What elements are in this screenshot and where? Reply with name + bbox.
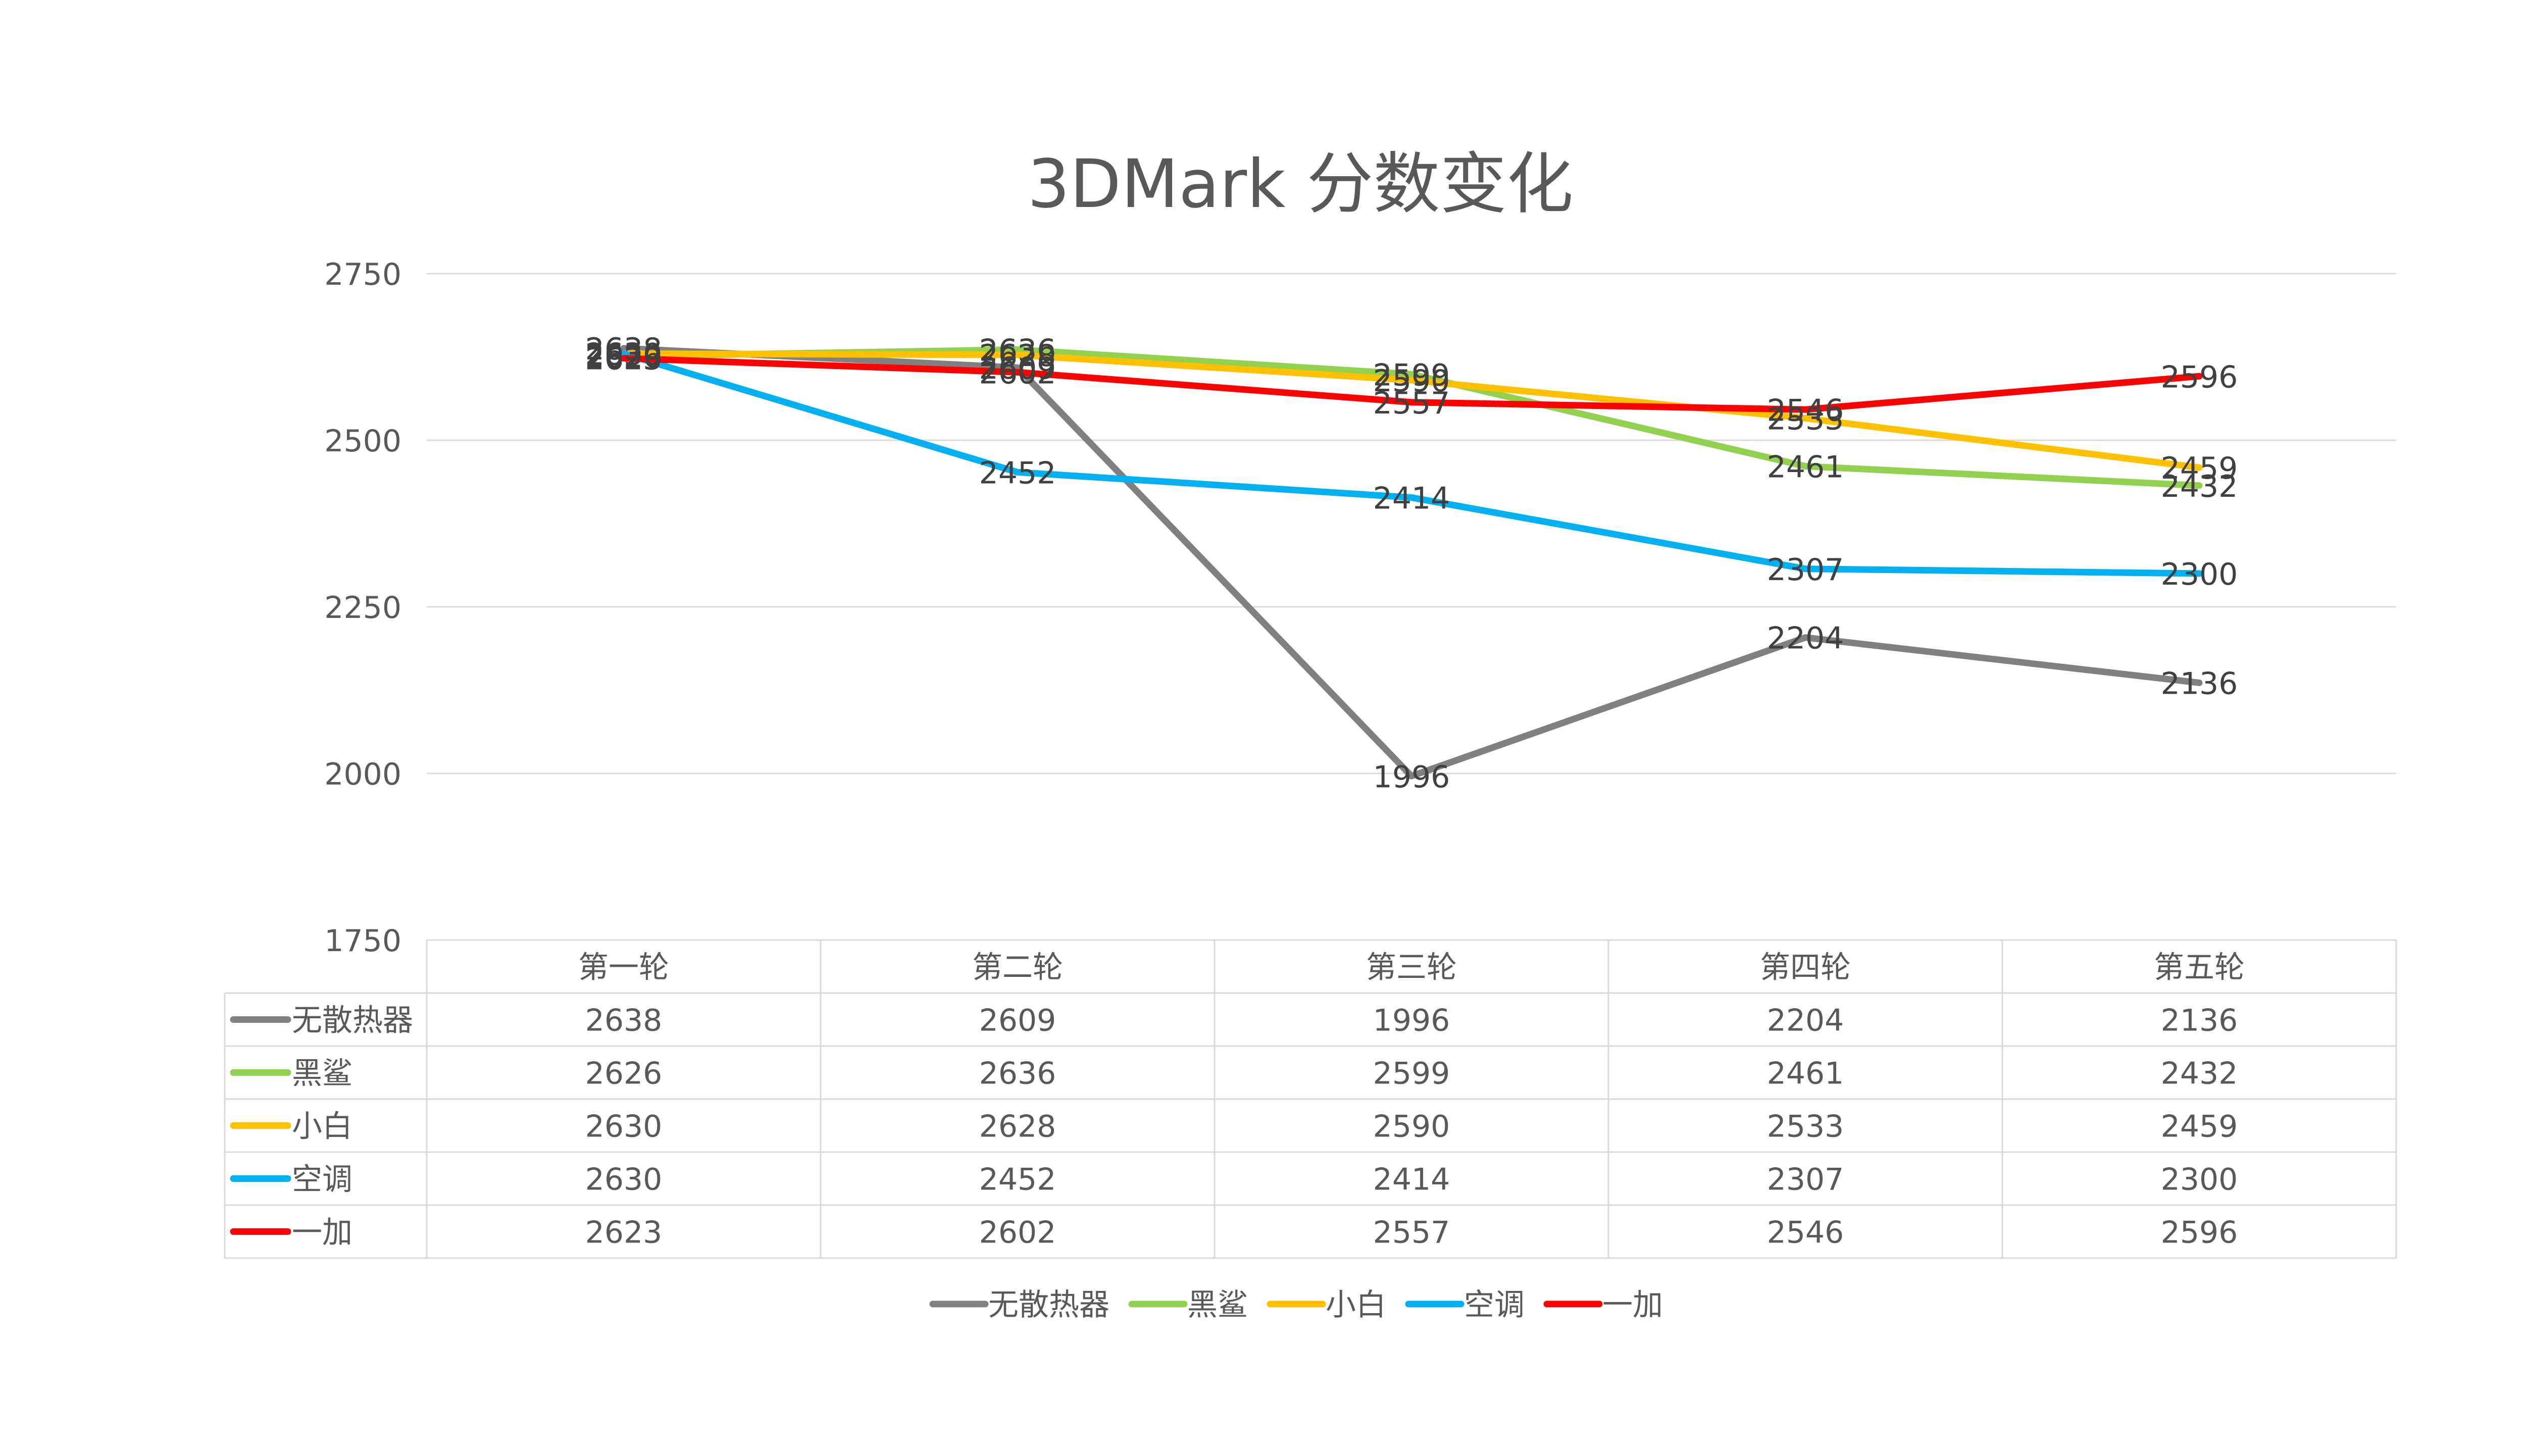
data-label: 2533 bbox=[1767, 401, 1844, 437]
table-cell: 2307 bbox=[1767, 1162, 1844, 1198]
data-label: 2452 bbox=[979, 455, 1056, 491]
table-cell: 2599 bbox=[1373, 1056, 1450, 1091]
data-label: 2602 bbox=[979, 355, 1056, 391]
data-label: 2638 bbox=[585, 332, 663, 367]
table-cell: 2459 bbox=[2161, 1109, 2238, 1145]
legend-label: 无散热器 bbox=[988, 1287, 1109, 1323]
table-cell: 2628 bbox=[979, 1109, 1056, 1145]
data-label: 2628 bbox=[979, 338, 1056, 374]
data-label: 2432 bbox=[2161, 469, 2238, 504]
legend-label: 小白 bbox=[1326, 1287, 1386, 1323]
table-series-name: 黑鲨 bbox=[292, 1056, 352, 1091]
series-line bbox=[620, 350, 2203, 471]
table-cell: 2596 bbox=[2161, 1215, 2238, 1251]
x-category-label: 第五轮 bbox=[2154, 950, 2245, 985]
data-label: 2307 bbox=[1767, 552, 1844, 588]
data-label: 2626 bbox=[585, 340, 663, 375]
table-cell: 2602 bbox=[979, 1215, 1056, 1251]
data-label: 2590 bbox=[1373, 363, 1450, 399]
series-line bbox=[620, 355, 2203, 413]
table-cell: 2636 bbox=[979, 1056, 1056, 1091]
data-label: 2599 bbox=[1373, 357, 1450, 393]
table-cell: 1996 bbox=[1373, 1003, 1450, 1038]
data-label: 2557 bbox=[1373, 386, 1450, 421]
data-label: 2636 bbox=[979, 333, 1056, 368]
data-label: 2414 bbox=[1373, 481, 1450, 516]
data-label: 2136 bbox=[2161, 666, 2238, 701]
chart-title: 3DMark 分数变化 bbox=[1027, 145, 1573, 223]
series-line bbox=[620, 350, 2203, 577]
table-cell: 2432 bbox=[2161, 1056, 2238, 1091]
table-cell: 2638 bbox=[585, 1003, 663, 1038]
table-cell: 2630 bbox=[585, 1109, 663, 1145]
table-series-name: 小白 bbox=[292, 1109, 352, 1145]
data-label: 2623 bbox=[585, 342, 663, 377]
data-label: 1996 bbox=[1373, 759, 1450, 795]
y-tick-label: 2750 bbox=[324, 257, 401, 292]
table-cell: 2204 bbox=[1767, 1003, 1844, 1038]
table-series-name: 一加 bbox=[292, 1215, 352, 1251]
data-label: 2204 bbox=[1767, 621, 1844, 656]
y-tick-label: 2500 bbox=[324, 424, 401, 459]
legend-label: 空调 bbox=[1464, 1287, 1525, 1323]
table-series-name: 无散热器 bbox=[292, 1003, 413, 1038]
data-label: 2459 bbox=[2161, 451, 2238, 486]
table-cell: 2623 bbox=[585, 1215, 663, 1251]
data-label: 2546 bbox=[1767, 393, 1844, 428]
table-cell: 2626 bbox=[585, 1056, 663, 1091]
table-cell: 2630 bbox=[585, 1162, 663, 1198]
data-label: 2596 bbox=[2161, 359, 2238, 395]
x-category-label: 第三轮 bbox=[1366, 950, 1457, 985]
gridlines bbox=[427, 273, 2396, 774]
legend: 无散热器 黑鲨 小白 空调 一加 bbox=[929, 1287, 1663, 1323]
x-category-label: 第二轮 bbox=[972, 950, 1063, 985]
table-cell: 2452 bbox=[979, 1162, 1056, 1198]
data-label: 2630 bbox=[585, 337, 663, 372]
y-tick-label: 2000 bbox=[324, 757, 401, 792]
table-cell: 2414 bbox=[1373, 1162, 1450, 1198]
table-cell: 2136 bbox=[2161, 1003, 2238, 1038]
table-cell: 2609 bbox=[979, 1003, 1056, 1038]
x-category-label: 第四轮 bbox=[1760, 950, 1851, 985]
data-label: 2300 bbox=[2161, 557, 2238, 592]
y-tick-label: 2250 bbox=[324, 590, 401, 626]
table-cell: 2300 bbox=[2161, 1162, 2238, 1198]
legend-label: 黑鲨 bbox=[1187, 1287, 1248, 1323]
y-tick-label: 1750 bbox=[324, 923, 401, 959]
series-line bbox=[620, 345, 2203, 779]
table-cell: 2546 bbox=[1767, 1215, 1844, 1251]
table-cell: 2533 bbox=[1767, 1109, 1844, 1145]
table-cell: 2557 bbox=[1373, 1215, 1450, 1251]
series-lines bbox=[620, 345, 2203, 779]
x-category-label: 第一轮 bbox=[578, 950, 669, 985]
table-cell: 2461 bbox=[1767, 1056, 1844, 1091]
table-series-name: 空调 bbox=[292, 1162, 352, 1198]
data-label: 2461 bbox=[1767, 449, 1844, 485]
data-label: 2630 bbox=[585, 337, 663, 372]
table-cell: 2590 bbox=[1373, 1109, 1450, 1145]
legend-label: 一加 bbox=[1602, 1287, 1663, 1323]
data-labels: 2638 2609 1996 2204 2136 2626 2636 2599 2461 2432… bbox=[585, 332, 2238, 795]
data-label: 2609 bbox=[979, 351, 1056, 386]
y-axis: 1750 2000 2250 2500 2750 bbox=[324, 257, 401, 959]
